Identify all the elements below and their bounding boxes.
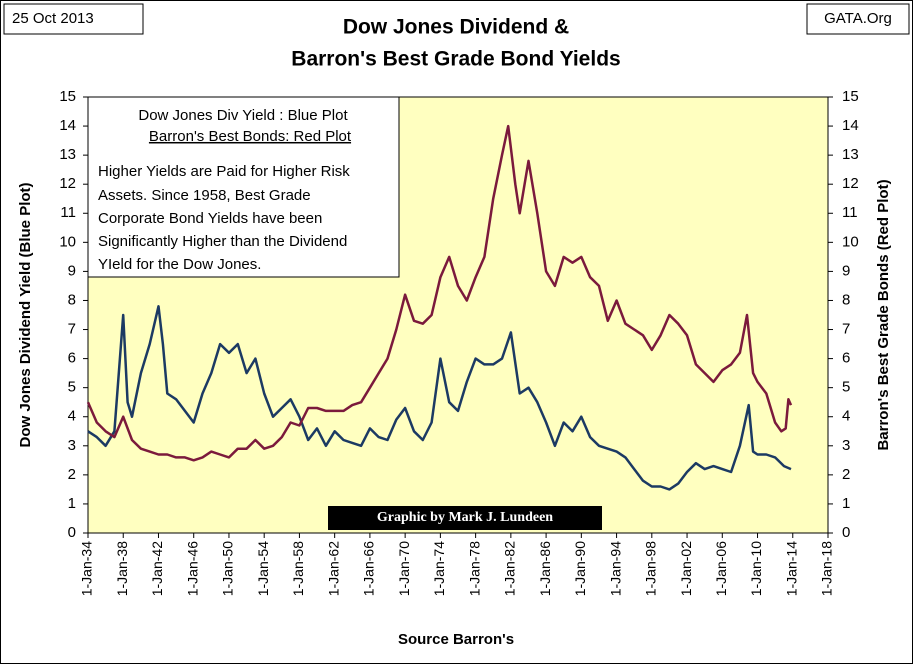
x-tick-label: 1-Jan-14 (783, 541, 799, 596)
series-line (87, 305, 792, 491)
site-label: GATA.Org (824, 10, 892, 27)
y-tick-label: 12 (59, 175, 76, 192)
y2-tick-label: 13 (842, 146, 859, 163)
y2-tick-label: 7 (842, 321, 850, 338)
y2-tick-label: 15 (842, 88, 859, 105)
x-tick-label: 1-Jan-98 (643, 541, 659, 596)
x-tick-label: 1-Jan-66 (361, 541, 377, 596)
y2-tick-label: 9 (842, 262, 850, 279)
y-tick-label: 8 (68, 291, 76, 308)
x-tick-label: 1-Jan-10 (748, 541, 764, 596)
y2-tick-label: 3 (842, 437, 850, 454)
y-tick-label: 6 (68, 350, 76, 367)
y-tick-label: 15 (59, 88, 76, 105)
date-box (3, 3, 144, 35)
y2-tick-label: 6 (842, 350, 850, 367)
x-tick-label: 1-Jan-42 (149, 541, 165, 596)
x-tick-label: 1-Jan-06 (713, 541, 729, 596)
chart-title: Dow Jones Dividend & (343, 16, 569, 39)
series-line (86, 124, 793, 462)
y2-tick-label: 8 (842, 291, 850, 308)
credit-box (328, 506, 602, 530)
y-tick-label: 1 (68, 495, 76, 512)
note-box (87, 96, 400, 278)
x-tick-label: 1-Jan-94 (607, 541, 623, 596)
x-tick-label: 1-Jan-62 (325, 541, 341, 596)
x-tick-label: 1-Jan-02 (678, 541, 694, 596)
y-tick-label: 10 (59, 233, 76, 250)
y-tick-label: 2 (68, 466, 76, 483)
y2-tick-label: 10 (842, 233, 859, 250)
note-line: Corporate Bond Yields have been (98, 210, 322, 227)
y-axis-label: Dow Jones Dividend Yield (Blue Plot) (17, 182, 34, 447)
y-tick-label: 13 (59, 146, 76, 163)
note-line: Higher Yields are Paid for Higher Risk (98, 163, 350, 180)
y-tick-label: 5 (68, 379, 76, 396)
y-tick-label: 4 (68, 408, 76, 425)
x-tick-label: 1-Jan-78 (466, 541, 482, 596)
x-tick-label: 1-Jan-18 (819, 541, 835, 596)
y-tick-label: 3 (68, 437, 76, 454)
x-tick-label: 1-Jan-46 (184, 541, 200, 596)
y-tick-label: 9 (68, 262, 76, 279)
y2-tick-label: 0 (842, 524, 850, 541)
x-tick-label: 1-Jan-86 (537, 541, 553, 596)
y-tick-label: 11 (60, 204, 76, 221)
chart-title: Barron's Best Grade Bond Yields (291, 48, 620, 71)
y2-tick-label: 4 (842, 408, 850, 425)
x-tick-label: 1-Jan-34 (79, 541, 95, 596)
date-label: 25 Oct 2013 (12, 10, 94, 27)
y2-tick-label: 14 (842, 117, 859, 134)
legend-note: Dow Jones Div Yield : Blue Plot (138, 107, 348, 124)
credit: Graphic by Mark J. Lundeen (377, 510, 553, 525)
x-tick-label: 1-Jan-54 (255, 541, 271, 596)
x-tick-label: 1-Jan-90 (572, 541, 588, 596)
x-tick-label: 1-Jan-58 (290, 541, 306, 596)
y2-tick-label: 5 (842, 379, 850, 396)
x-tick-label: 1-Jan-74 (431, 541, 447, 596)
site-box (806, 3, 910, 35)
y2-tick-label: 2 (842, 466, 850, 483)
x-tick-label: 1-Jan-38 (114, 541, 130, 596)
note-line: YIeld for the Dow Jones. (98, 256, 261, 273)
x-tick-label: 1-Jan-82 (502, 541, 518, 596)
y-tick-label: 7 (68, 321, 76, 338)
y2-tick-label: 12 (842, 175, 859, 192)
x-axis-label: Source Barron's (398, 631, 514, 648)
note-line: Significantly Higher than the Dividend (98, 233, 347, 250)
x-tick-label: 1-Jan-70 (396, 541, 412, 596)
x-tick-label: 1-Jan-50 (220, 541, 236, 596)
y-tick-label: 14 (59, 117, 76, 134)
marks (86, 124, 793, 491)
legend-note: Barron's Best Bonds: Red Plot (149, 128, 352, 145)
y2-axis-label: Barron's Best Grade Bonds (Red Plot) (875, 179, 892, 450)
note-line: Assets. Since 1958, Best Grade (98, 187, 311, 204)
y2-tick-label: 11 (842, 204, 858, 221)
y2-tick-label: 1 (842, 495, 850, 512)
y-tick-label: 0 (68, 524, 76, 541)
